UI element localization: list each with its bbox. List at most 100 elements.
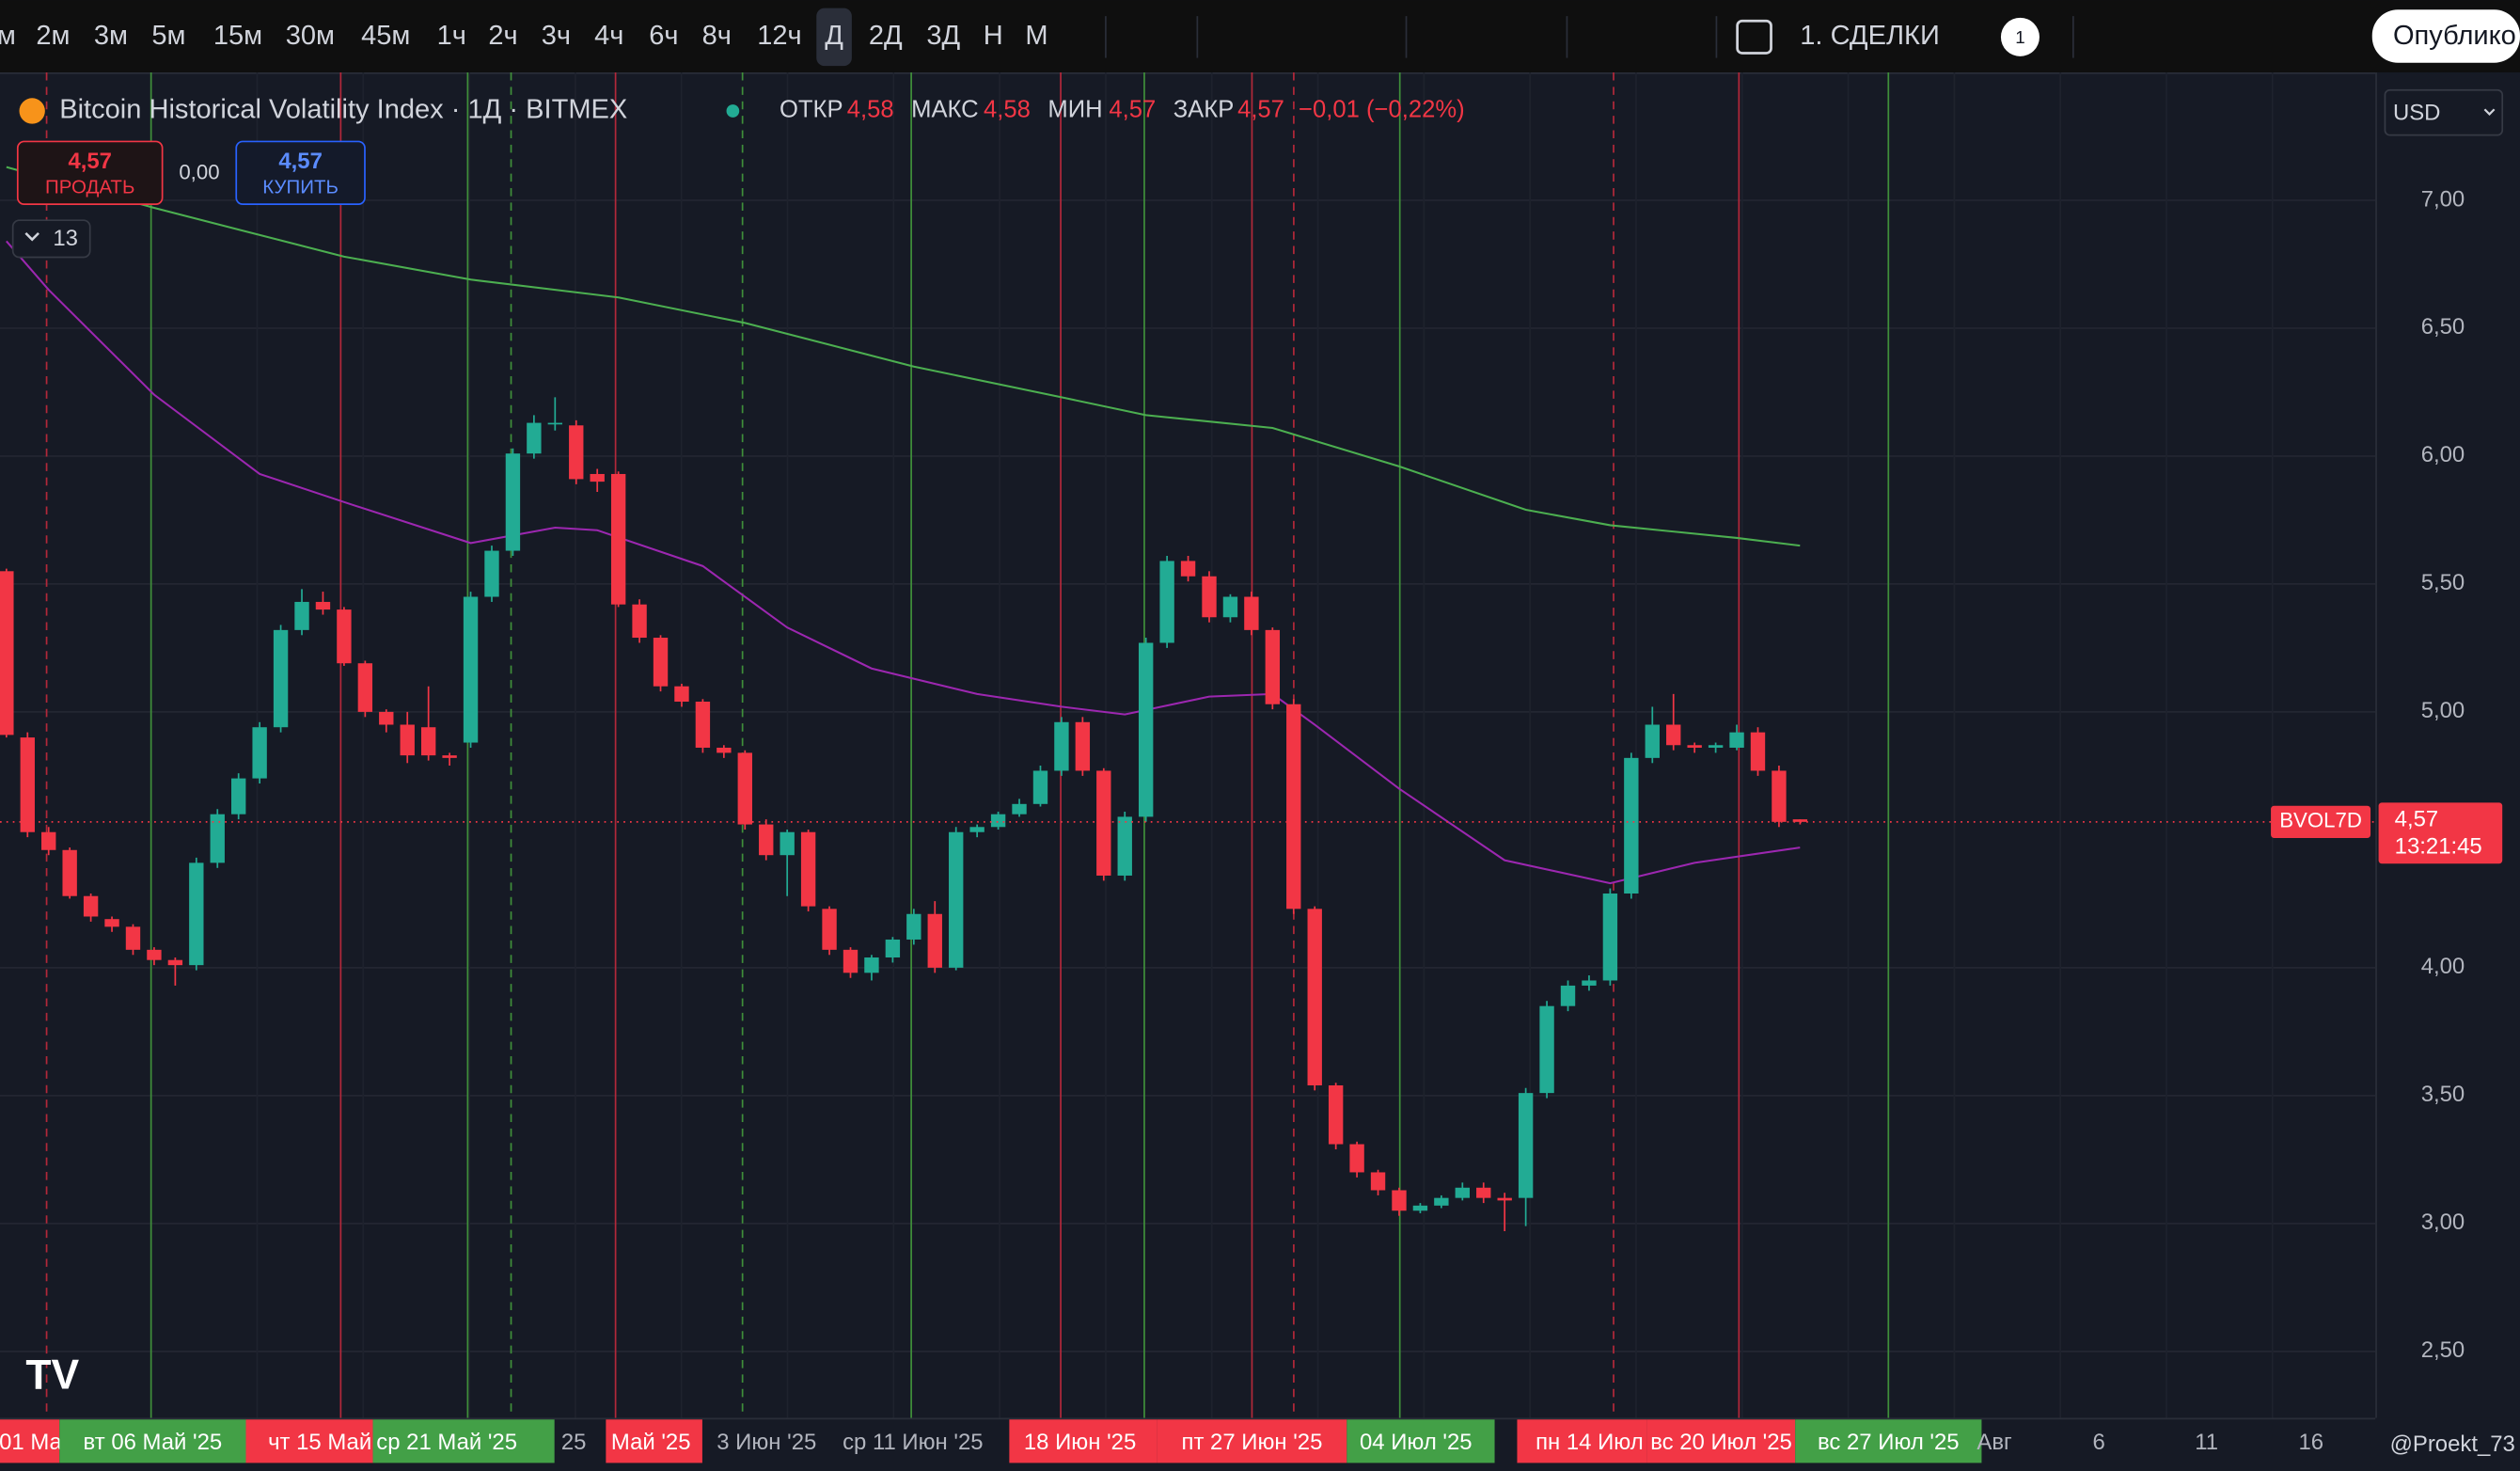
candle-body <box>653 638 669 687</box>
candle-body <box>337 609 352 664</box>
interval[interactable]: 2м <box>36 21 70 51</box>
interval[interactable]: м <box>0 21 16 51</box>
legend-change: −0,01 (−0,22%) <box>1299 97 1465 123</box>
badge-text: 1 <box>2015 27 2024 47</box>
x-tick-label: 25 <box>561 1430 587 1455</box>
moving-average <box>6 166 1801 547</box>
candle-body <box>505 453 521 551</box>
candle-body <box>1750 732 1766 771</box>
candle-body <box>1602 894 1618 981</box>
candle-body <box>547 422 563 425</box>
candle-body <box>1138 642 1154 817</box>
sell-label[interactable]: ПРОДАТЬ <box>45 176 134 198</box>
plot <box>0 166 2376 1232</box>
layout-icon[interactable] <box>1736 19 1772 55</box>
candle-body <box>632 604 647 639</box>
candle-body <box>1202 576 1217 618</box>
buy-price[interactable]: 4,57 <box>278 149 323 174</box>
candle-body <box>590 473 605 482</box>
interval[interactable]: 2Д <box>869 21 903 51</box>
candle-body <box>1434 1197 1449 1206</box>
toolbar <box>0 0 2520 72</box>
candle-body <box>484 550 499 597</box>
indicators-toggle[interactable] <box>11 219 91 259</box>
y-tick-label: 5,50 <box>2421 570 2465 595</box>
interval[interactable]: 3ч <box>542 21 571 51</box>
interval[interactable]: 1ч <box>437 21 466 51</box>
x-tick-label: вт 06 Май '25 <box>84 1430 223 1455</box>
interval[interactable]: 45м <box>361 21 410 51</box>
candle-body <box>1032 770 1048 804</box>
candle-body <box>1624 757 1639 894</box>
candle-body <box>1772 770 1787 822</box>
candle-body <box>1582 980 1597 986</box>
interval[interactable]: Д <box>825 21 843 51</box>
x-label-bg <box>606 1419 702 1463</box>
grid <box>0 71 2376 1418</box>
interval[interactable]: 5м <box>151 21 185 51</box>
candle-body <box>379 711 394 725</box>
interval[interactable]: М <box>1025 21 1047 51</box>
chevron <box>24 231 39 242</box>
interval[interactable]: 12ч <box>757 21 801 51</box>
spread: 0,00 <box>179 160 219 183</box>
candle-body <box>1222 596 1238 618</box>
x-tick-label: Май '25 <box>611 1430 691 1455</box>
buy-button[interactable] <box>235 140 366 205</box>
layout-name[interactable]: 1. СДЕЛКИ <box>1800 21 1940 51</box>
candle-body <box>1159 561 1174 643</box>
sell-button[interactable] <box>16 140 164 205</box>
candle-body <box>969 827 984 832</box>
interval[interactable]: 6ч <box>649 21 678 51</box>
ui: Опублико 1. СДЕЛКИ 1 Bitcoin Historical … <box>0 8 2520 1463</box>
publish-button[interactable] <box>2371 9 2520 63</box>
interval[interactable]: 3м <box>94 21 128 51</box>
x-tick-label: вс 27 Июл '25 <box>1818 1430 1960 1455</box>
active-interval-bg <box>816 8 852 67</box>
candle-body <box>252 727 267 779</box>
x-tick-label: 01 Ма <box>0 1430 63 1455</box>
interval[interactable]: 30м <box>286 21 335 51</box>
x-tick-label: Авг <box>1977 1430 2012 1455</box>
indicators-count[interactable]: 13 <box>53 226 78 251</box>
interval[interactable]: 3Д <box>926 21 960 51</box>
candle-body <box>357 663 373 712</box>
candle-body <box>1645 724 1660 758</box>
publish-text[interactable]: Опублико <box>2393 21 2516 51</box>
candle-body <box>906 913 921 940</box>
candle-body <box>695 702 711 748</box>
interval[interactable]: 15м <box>213 21 262 51</box>
x-label-bg <box>1157 1419 1347 1463</box>
candle-body <box>83 895 99 917</box>
candle-body <box>1560 985 1576 1006</box>
legend-high: 4,58 <box>984 97 1031 123</box>
candle-body <box>949 831 964 968</box>
candle-body <box>1497 1197 1512 1201</box>
candle-body <box>1117 816 1132 876</box>
candle-body <box>1012 803 1027 815</box>
candle-body <box>1328 1084 1344 1145</box>
price-label: 4,57 <box>2395 806 2439 831</box>
y-tick-label: 4,00 <box>2421 954 2465 979</box>
interval[interactable]: 4ч <box>594 21 623 51</box>
x-tick-label: 11 <box>2195 1430 2218 1455</box>
candle-body <box>442 755 457 758</box>
candle-body <box>273 629 289 728</box>
candle-body <box>62 849 77 896</box>
x-label-bg <box>1517 1419 1647 1463</box>
candle-body <box>1307 909 1322 1085</box>
candle-body <box>990 814 1006 828</box>
interval[interactable]: 2ч <box>488 21 517 51</box>
buy-label[interactable]: КУПИТЬ <box>262 176 339 198</box>
sell-price[interactable]: 4,57 <box>68 149 112 174</box>
candle-body <box>569 425 584 480</box>
y-tick-label: 7,00 <box>2421 186 2465 212</box>
currency[interactable]: USD <box>2393 101 2440 126</box>
currency-select[interactable] <box>2384 88 2504 136</box>
interval[interactable]: 8ч <box>702 21 732 51</box>
x-tick-label: пн 14 Июл <box>1536 1430 1644 1455</box>
legend-open-label: ОТКР <box>780 97 843 123</box>
interval[interactable]: Н <box>984 21 1003 51</box>
y-tick-label: 3,50 <box>2421 1082 2465 1107</box>
badge <box>2000 17 2040 56</box>
